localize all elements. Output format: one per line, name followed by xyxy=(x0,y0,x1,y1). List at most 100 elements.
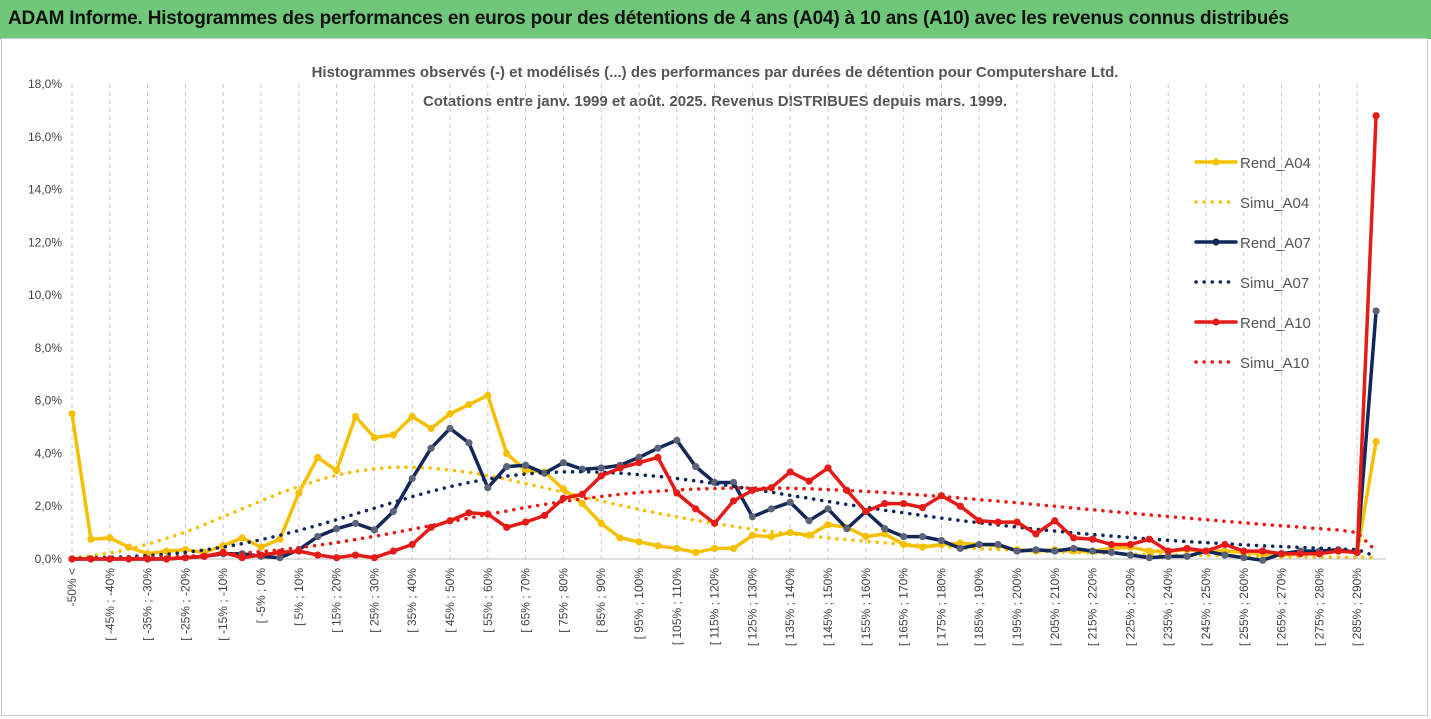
x-tick-label: -50% < xyxy=(65,568,79,606)
series-line-rend-a07 xyxy=(70,309,1378,563)
data-point xyxy=(918,503,927,512)
y-tick-label: 8,0% xyxy=(35,341,63,355)
legend-label: Simu_A04 xyxy=(1240,195,1309,212)
x-tick-label: [ 155% ; 160% xyxy=(859,568,873,646)
data-point xyxy=(1013,547,1021,555)
data-point xyxy=(900,499,908,508)
data-point xyxy=(843,525,851,533)
data-point xyxy=(1145,535,1153,543)
data-point xyxy=(351,551,360,559)
y-tick-label: 10,0% xyxy=(28,288,62,302)
x-tick-label: [ 205% ; 210% xyxy=(1048,568,1062,646)
data-point xyxy=(1202,547,1210,555)
data-point xyxy=(881,525,889,533)
chart-frame xyxy=(1,38,1428,716)
x-tick-label: [ 95% ; 100% xyxy=(632,568,646,640)
data-point xyxy=(314,453,322,462)
series-line-simu-a07 xyxy=(70,469,1378,561)
x-tick-label: [ 145% ; 150% xyxy=(821,568,835,646)
data-point xyxy=(1221,540,1229,549)
data-point xyxy=(389,507,397,516)
data-point xyxy=(616,464,624,472)
data-point xyxy=(616,534,624,542)
data-point xyxy=(1183,552,1191,560)
data-point xyxy=(578,490,586,498)
series-line-rend-a04 xyxy=(70,393,1378,557)
data-point xyxy=(918,532,927,541)
data-point xyxy=(1126,551,1134,559)
data-point xyxy=(1013,518,1021,526)
x-tick-label: [ 195% ; 200% xyxy=(1010,568,1024,646)
data-point xyxy=(597,464,605,472)
data-point xyxy=(389,547,397,555)
x-tick-label: [ 255% ; 260% xyxy=(1237,568,1251,646)
legend-marker xyxy=(1212,318,1220,326)
data-point xyxy=(1240,547,1248,555)
x-tick-label: [ 35% ; 40% xyxy=(405,568,419,633)
x-tick-label: [ 265% ; 270% xyxy=(1275,568,1289,646)
data-point xyxy=(654,444,662,452)
data-point xyxy=(692,463,700,471)
data-point xyxy=(805,477,813,485)
y-tick-label: 16,0% xyxy=(28,130,62,144)
x-tick-label: [ 115% ; 120% xyxy=(708,568,722,645)
data-point xyxy=(1164,547,1172,555)
data-point xyxy=(956,502,964,510)
data-point xyxy=(1183,544,1191,553)
data-point xyxy=(767,505,775,513)
data-point xyxy=(805,517,813,525)
data-point xyxy=(805,531,813,539)
data-point xyxy=(1107,548,1116,557)
data-point xyxy=(975,517,983,525)
x-tick-label: [ 45% ; 50% xyxy=(443,568,457,633)
legend-marker xyxy=(1212,238,1220,246)
y-tick-label: 14,0% xyxy=(28,183,62,197)
data-point xyxy=(522,466,530,475)
data-point xyxy=(1372,437,1380,446)
data-point xyxy=(446,410,454,418)
data-point xyxy=(1089,535,1097,543)
y-tick-label: 0,0% xyxy=(35,552,63,566)
data-point xyxy=(446,424,454,432)
series-layer xyxy=(68,112,1380,564)
data-point xyxy=(257,543,265,551)
data-point xyxy=(1126,540,1134,549)
data-point xyxy=(1051,547,1059,555)
x-tick-label: [ 185% ; 190% xyxy=(972,568,986,646)
y-axis: 0,0% 2,0% 4,0% 6,0% 8,0% 10,0% 12,0% 14,0% 16,0%… xyxy=(28,77,62,566)
data-point xyxy=(824,505,832,513)
data-point xyxy=(484,391,492,399)
data-point xyxy=(635,538,643,546)
data-point xyxy=(351,519,360,527)
data-point xyxy=(427,424,435,432)
data-point xyxy=(465,401,473,409)
data-point xyxy=(748,513,757,521)
data-point xyxy=(711,519,719,527)
data-point xyxy=(68,410,76,418)
x-tick-label: [ -35% ; -30% xyxy=(141,568,155,641)
data-point xyxy=(238,534,246,542)
data-point xyxy=(937,536,946,545)
x-tick-label: [ 125% ; 130% xyxy=(745,568,759,646)
data-point xyxy=(522,461,530,469)
legend-marker xyxy=(1212,158,1220,166)
data-point xyxy=(181,546,189,554)
legend-label: Rend_A04 xyxy=(1240,155,1311,172)
x-tick-label: [ 85% ; 90% xyxy=(594,568,608,633)
y-tick-label: 18,0% xyxy=(28,77,62,91)
data-point xyxy=(862,532,870,541)
x-tick-label: [ 235% ; 240% xyxy=(1161,568,1175,646)
data-point xyxy=(597,472,605,480)
data-point xyxy=(465,439,473,447)
data-point xyxy=(692,505,700,513)
series-line-rend-a10 xyxy=(70,113,1378,561)
data-point xyxy=(748,531,757,539)
data-point xyxy=(994,518,1002,526)
x-tick-label: [ 165% ; 170% xyxy=(897,568,911,646)
data-point xyxy=(370,554,378,562)
data-point xyxy=(635,453,643,462)
data-point xyxy=(106,534,114,542)
report-title: ADAM Informe. Histogrammes des performan… xyxy=(8,8,1289,29)
data-point xyxy=(351,412,360,421)
